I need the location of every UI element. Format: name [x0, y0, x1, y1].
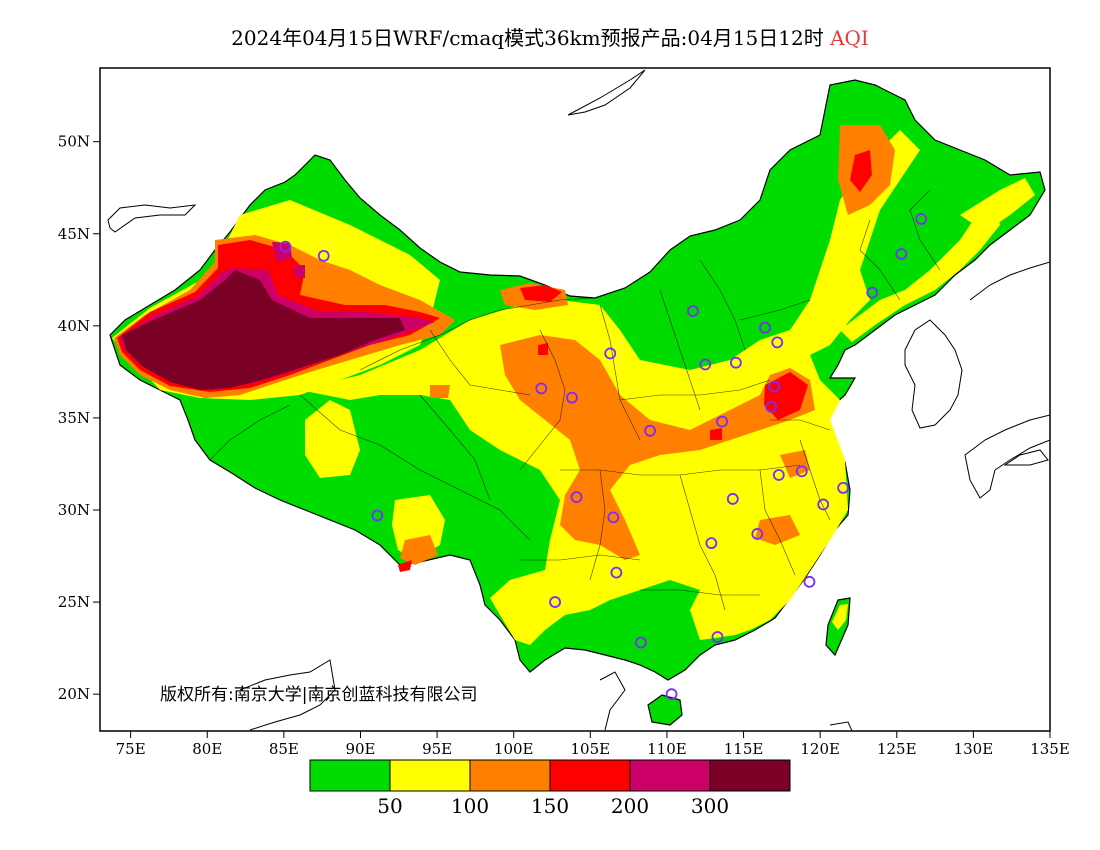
lat-tick-label: 20N: [58, 685, 90, 703]
lon-tick-label: 90E: [345, 740, 375, 758]
station-marker: [634, 636, 647, 649]
lat-tick-label: 35N: [58, 409, 90, 427]
lon-tick-label: 95E: [422, 740, 452, 758]
legend-label: 300: [691, 794, 729, 818]
station-marker: [772, 469, 785, 481]
lon-tick-label: 75E: [116, 740, 146, 758]
station-marker: [317, 249, 330, 262]
lon-tick-label: 100E: [494, 740, 534, 758]
lon-tick-label: 135E: [1030, 740, 1070, 758]
lat-tick-label: 50N: [58, 133, 90, 151]
lat-tick-label: 45N: [58, 225, 90, 243]
legend-swatch: [549, 759, 631, 792]
legend-label: 150: [531, 794, 569, 818]
lat-tick-label: 30N: [58, 501, 90, 519]
legend-label: 50: [377, 794, 402, 818]
latitude-axis: 50N 45N 40N 35N 30N 25N 20N: [58, 133, 100, 703]
station-marker: [665, 688, 678, 701]
lon-tick-label: 125E: [877, 740, 917, 758]
station-marker: [817, 498, 830, 511]
map-title: 2024年04月15日WRF/cmaq模式36km预报产品:04月15日12时 …: [0, 22, 1100, 51]
lon-tick-label: 80E: [192, 740, 222, 758]
neighbour-coastlines: [107, 69, 1050, 731]
station-marker: [866, 286, 879, 299]
station-marker: [751, 528, 764, 540]
legend-swatch: [709, 759, 791, 792]
lon-tick-label: 110E: [647, 740, 687, 758]
lon-tick-label: 120E: [800, 740, 840, 758]
station-marker: [535, 382, 548, 395]
hainan-island: [647, 694, 683, 726]
station-marker: [716, 415, 728, 428]
station-marker: [765, 400, 778, 413]
station-marker: [687, 305, 699, 318]
lat-tick-label: 40N: [58, 317, 90, 335]
legend-label: 100: [451, 794, 489, 818]
station-marker: [726, 493, 739, 505]
station-marker: [604, 347, 617, 360]
lon-tick-label: 85E: [269, 740, 299, 758]
aqi-zone-maroon: [122, 270, 405, 390]
legend-label: 200: [611, 794, 649, 818]
taiwan-yellow: [832, 604, 848, 630]
legend-swatch: [629, 759, 711, 792]
station-marker: [895, 248, 908, 260]
station-marker: [371, 509, 384, 522]
station-markers: [279, 213, 928, 701]
station-marker: [771, 336, 784, 349]
legend-swatch: [469, 759, 551, 792]
station-marker: [705, 537, 718, 550]
copyright-notice: 版权所有:南京大学|南京创蓝科技有限公司: [160, 685, 478, 705]
station-marker: [759, 321, 771, 334]
station-marker: [837, 481, 850, 494]
map-content: [107, 69, 1050, 731]
lon-tick-label: 105E: [571, 740, 611, 758]
station-marker: [915, 213, 928, 225]
station-marker: [610, 566, 623, 579]
aqi-legend: 50 100 150 200 300: [309, 759, 791, 818]
station-marker: [795, 465, 808, 478]
map-frame-border: [99, 67, 1051, 732]
title-main: 2024年04月15日WRF/cmaq模式36km预报产品:04月15日12时: [231, 26, 824, 50]
legend-swatch: [389, 759, 471, 792]
legend-swatch: [309, 759, 391, 792]
station-marker: [729, 356, 742, 369]
lon-tick-label: 130E: [954, 740, 994, 758]
station-marker: [607, 511, 620, 524]
station-marker: [644, 424, 656, 437]
station-marker: [549, 596, 561, 608]
station-marker: [279, 240, 292, 253]
title-variable: AQI: [830, 26, 869, 50]
station-marker: [711, 631, 724, 643]
station-marker: [768, 380, 781, 393]
station-marker: [566, 391, 578, 404]
station-marker: [699, 358, 712, 371]
province-boundaries: [209, 189, 941, 611]
station-marker: [803, 575, 816, 588]
longitude-axis: 75E 80E 85E 90E 95E 100E 105E 110E 115E 120E 125E 1…: [116, 731, 1070, 758]
lat-tick-label: 25N: [58, 593, 90, 611]
station-marker: [570, 491, 583, 504]
lon-tick-label: 115E: [724, 740, 764, 758]
